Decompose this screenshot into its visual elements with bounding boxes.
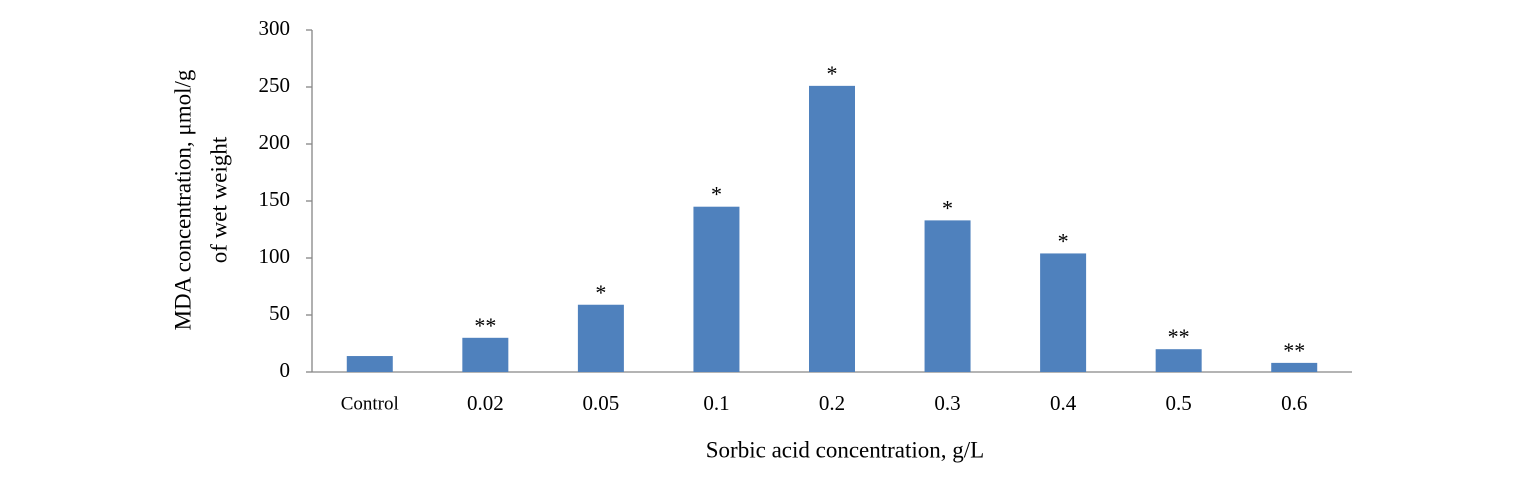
y-tick-label: 50 (269, 301, 290, 325)
bar (577, 304, 624, 372)
significance-mark: ** (474, 313, 496, 338)
significance-mark: * (942, 195, 953, 220)
bar (1040, 253, 1087, 372)
bar (924, 220, 971, 372)
y-tick-label: 100 (259, 244, 291, 268)
x-tick-label: 0.1 (703, 391, 729, 415)
bar (809, 85, 855, 373)
bar (462, 337, 509, 372)
x-tick-label: 0.02 (467, 391, 504, 415)
y-axis-title-line: MDA concentration, μmol/g (170, 69, 195, 330)
y-tick-label: 250 (259, 73, 291, 97)
bar (346, 356, 393, 372)
significance-mark: * (827, 61, 838, 86)
significance-mark: ** (1168, 324, 1190, 349)
significance-mark: * (711, 182, 722, 207)
bar (1271, 362, 1318, 372)
y-tick-label: 150 (259, 187, 291, 211)
y-axis-title: MDA concentration, μmol/g of wet weight (170, 69, 231, 330)
x-tick-label: 0.6 (1281, 391, 1307, 415)
x-tick-label: 0.5 (1166, 391, 1192, 415)
significance-mark: ** (1283, 338, 1305, 363)
x-tick-label: 0.3 (934, 391, 960, 415)
bar (693, 206, 740, 372)
bar (1155, 349, 1202, 372)
x-axis-title: Sorbic acid concentration, g/L (706, 437, 984, 462)
significance-mark: * (1058, 228, 1069, 253)
y-axis-title-line: of wet weight (206, 136, 231, 263)
x-tick-label: 0.4 (1050, 391, 1077, 415)
y-tick-label: 300 (259, 16, 291, 40)
y-tick-label: 200 (259, 130, 291, 154)
x-tick-label: Control (341, 393, 399, 414)
significance-mark: * (595, 280, 606, 305)
x-tick-label: 0.05 (583, 391, 620, 415)
x-tick-label: 0.2 (819, 391, 845, 415)
y-tick-label: 0 (280, 358, 291, 382)
